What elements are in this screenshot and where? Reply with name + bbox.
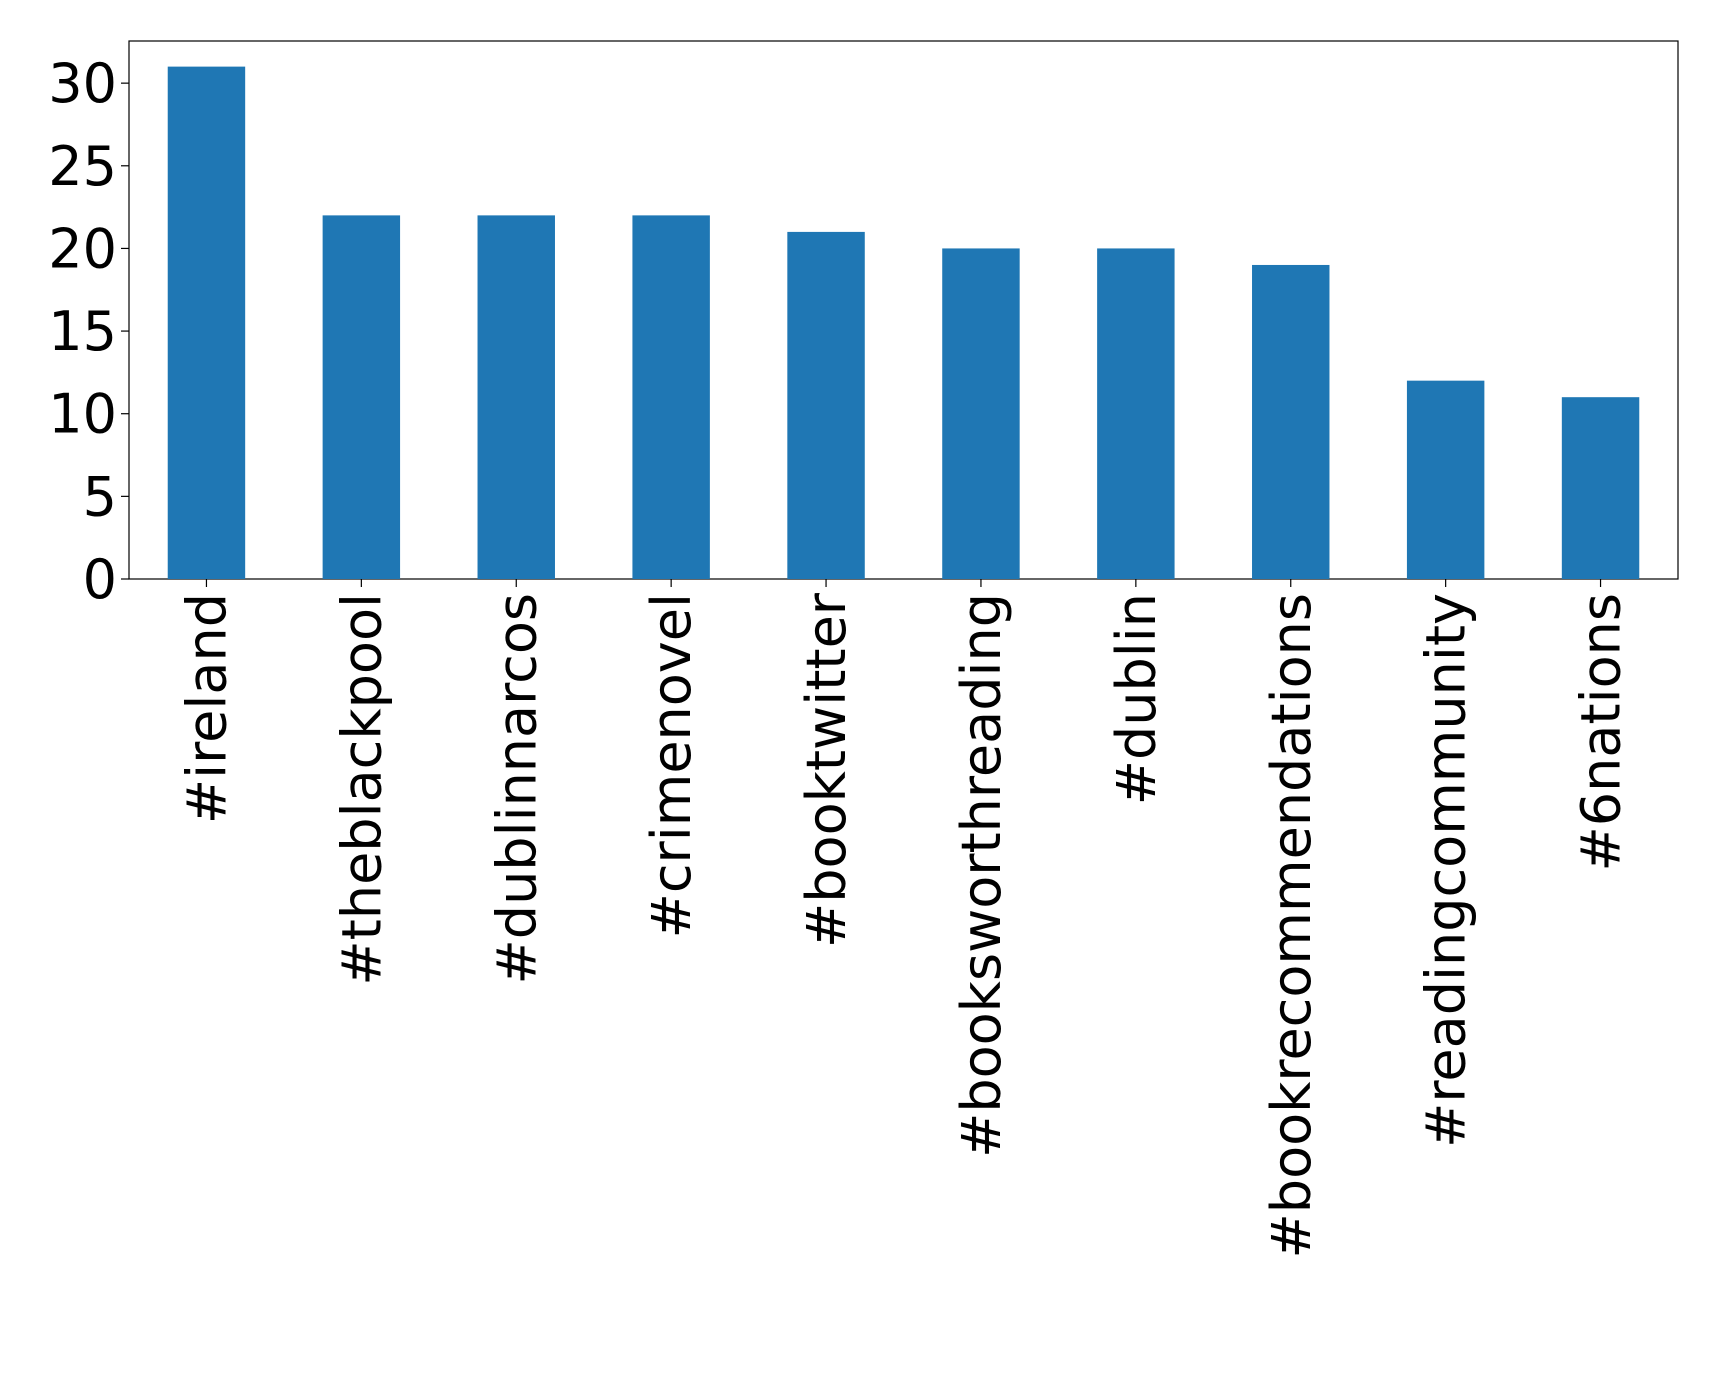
x-tick-label: #ireland bbox=[175, 593, 238, 824]
x-tick-label: #6nations bbox=[1570, 593, 1633, 872]
y-tick-label: 30 bbox=[48, 52, 117, 115]
bar bbox=[787, 231, 865, 579]
x-tick-label: #bookrecommendations bbox=[1260, 593, 1323, 1258]
x-tick-label: #crimenovel bbox=[640, 593, 703, 938]
y-tick-label: 10 bbox=[48, 383, 117, 446]
bar bbox=[322, 215, 401, 579]
y-tick-label: 25 bbox=[48, 135, 117, 198]
bar bbox=[477, 215, 555, 579]
bar bbox=[1561, 397, 1640, 579]
axes-frame bbox=[128, 40, 1679, 580]
x-tick-label: #dublinnarcos bbox=[485, 593, 548, 984]
bar bbox=[632, 215, 710, 579]
bar bbox=[1097, 248, 1175, 579]
y-tick-label: 20 bbox=[48, 217, 117, 280]
bar bbox=[1406, 380, 1485, 579]
x-tick-label: #booktwitter bbox=[795, 592, 858, 948]
y-tick-label: 0 bbox=[83, 548, 117, 611]
bar bbox=[167, 66, 246, 580]
x-tick-label: #theblackpool bbox=[330, 593, 393, 986]
x-tick-label: #booksworthreading bbox=[950, 593, 1013, 1158]
bar bbox=[942, 248, 1020, 579]
x-tick-label: #readingcommunity bbox=[1415, 593, 1478, 1148]
bar bbox=[1252, 264, 1330, 579]
y-tick-label: 5 bbox=[83, 465, 117, 528]
y-tick-label: 15 bbox=[48, 300, 117, 363]
x-tick-label: #dublin bbox=[1105, 593, 1168, 805]
